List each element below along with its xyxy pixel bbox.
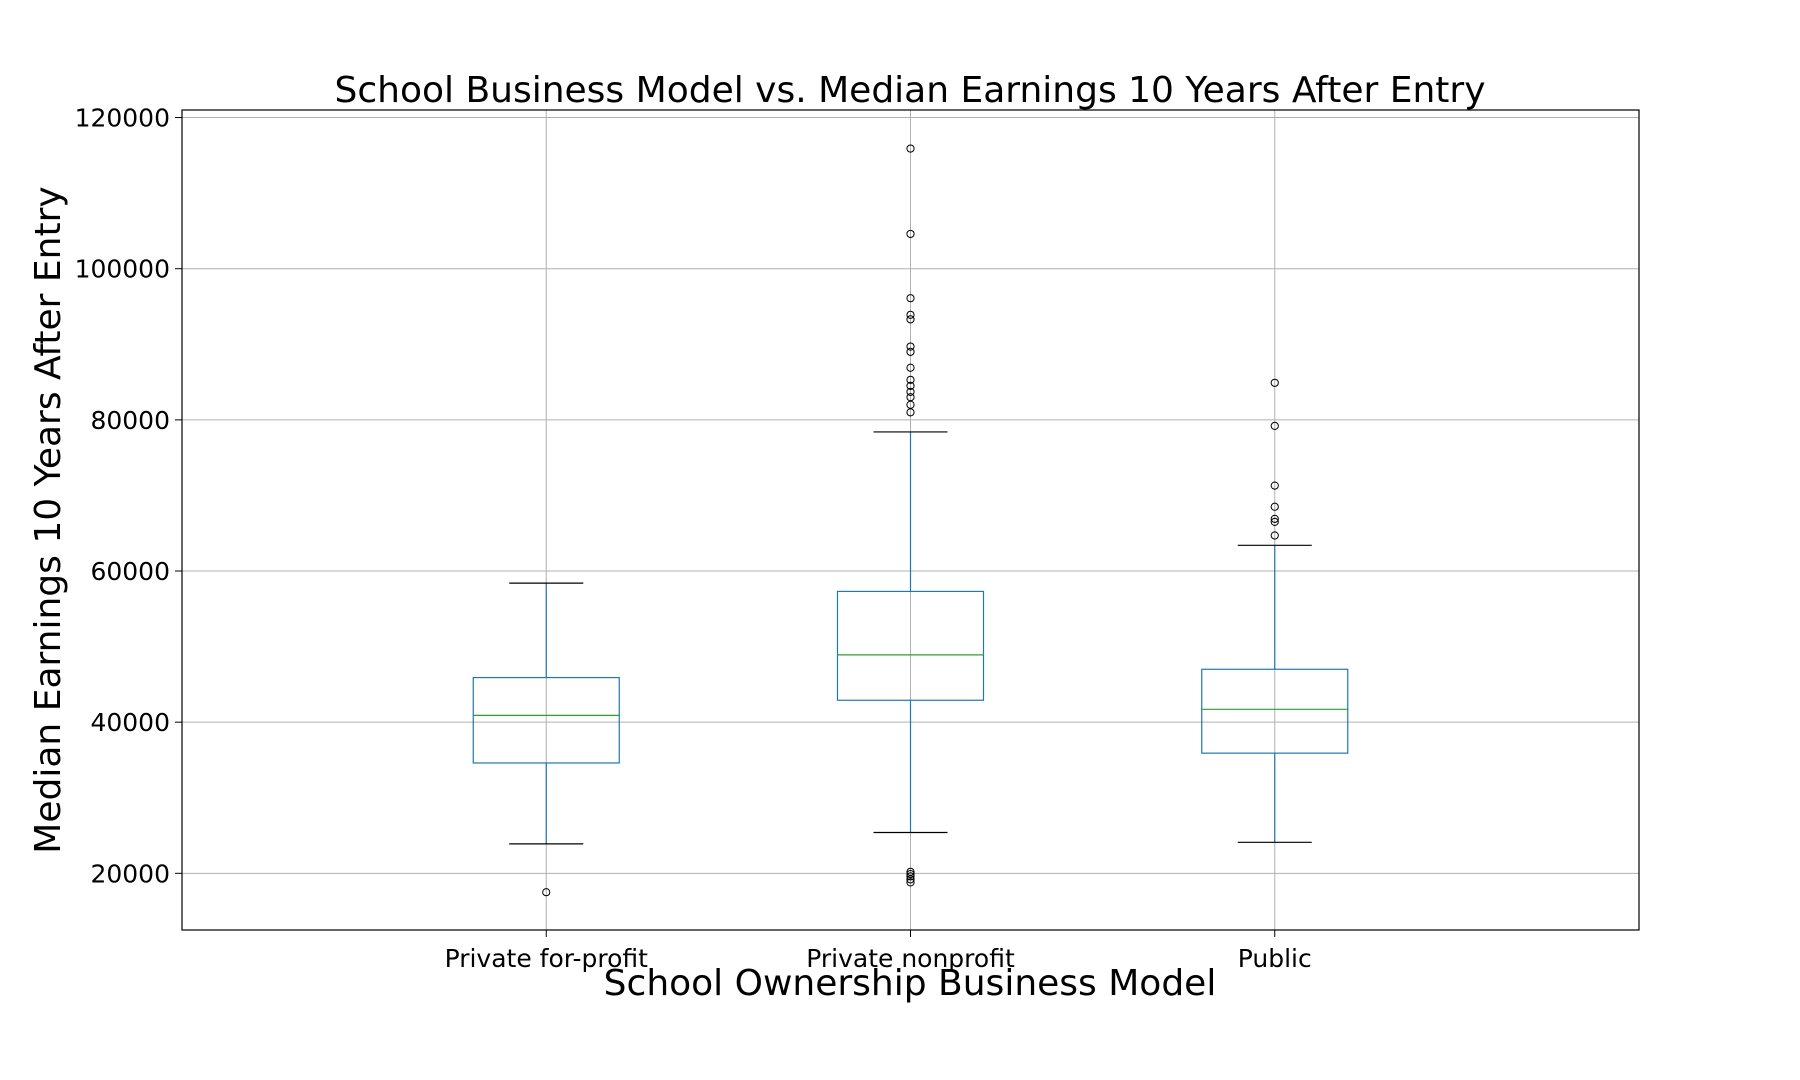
y-tick-label: 80000: [90, 406, 170, 435]
y-tick-label: 60000: [90, 557, 170, 586]
outlier-point: [906, 144, 915, 153]
x-axis-label: School Ownership Business Model: [604, 963, 1217, 1004]
outlier-point: [906, 381, 915, 390]
iqr-box: [836, 590, 985, 701]
box-group: [836, 144, 985, 887]
outlier-point: [906, 229, 915, 239]
tick-labels: 20000 40000 60000 80000 100000 120000 Private …: [75, 104, 1312, 973]
box-series: [472, 144, 1349, 897]
outlier-point: [1270, 481, 1279, 490]
outlier-point: [906, 393, 915, 402]
outlier-point: [906, 315, 915, 324]
outlier-point: [1270, 514, 1279, 523]
y-tick-label: 20000: [90, 859, 170, 888]
x-tick-label: Public: [1238, 944, 1312, 973]
outlier-point: [906, 363, 915, 372]
x-tick-label: Private for-profit: [445, 944, 649, 973]
box-group: [1201, 378, 1349, 843]
outlier-point: [1270, 502, 1279, 511]
outlier-point: [906, 375, 915, 384]
iqr-box: [472, 676, 620, 764]
outlier-point: [906, 869, 915, 879]
outlier-point: [906, 342, 915, 351]
y-tick-label: 40000: [90, 708, 170, 737]
y-tick-label: 100000: [75, 255, 170, 284]
outlier-point: [906, 878, 915, 887]
outlier-point: [1270, 378, 1279, 387]
box-group: [472, 582, 620, 897]
outlier-point: [906, 387, 915, 396]
outlier-point: [906, 347, 915, 356]
outlier-point: [1270, 421, 1279, 431]
outlier-point: [906, 867, 915, 876]
outlier-point: [906, 872, 915, 881]
outlier-point: [1270, 531, 1279, 540]
y-tick-label: 120000: [75, 104, 170, 133]
outlier-point: [1270, 517, 1279, 526]
outlier-point: [906, 294, 915, 303]
iqr-box: [1201, 668, 1349, 754]
x-tick-label: Private nonprofit: [806, 944, 1015, 973]
outlier-point: [542, 888, 551, 897]
chart-title: School Business Model vs. Median Earning…: [334, 70, 1485, 111]
y-axis-label: Median Earnings 10 Years After Entry: [28, 186, 69, 853]
outlier-point: [906, 310, 915, 319]
